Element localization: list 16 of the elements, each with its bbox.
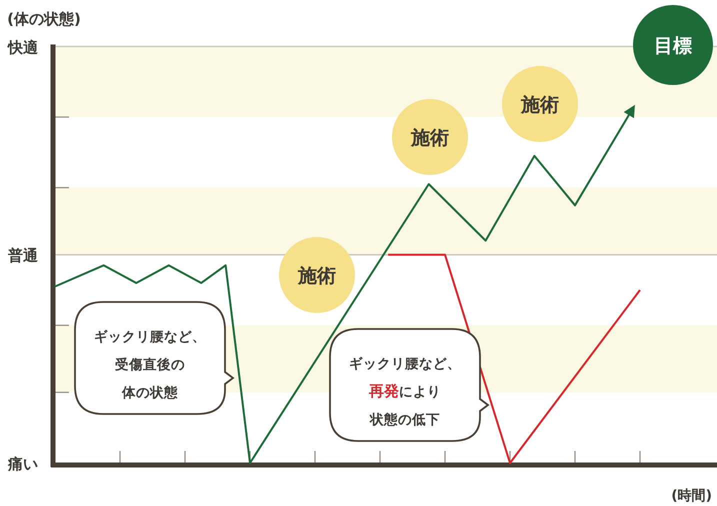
annotation: ギックリ腰など、受傷直後の体の状態 bbox=[94, 329, 206, 401]
annotation: 施術 bbox=[520, 94, 559, 116]
goal: 目標 bbox=[633, 5, 713, 85]
circle: 施術 bbox=[502, 66, 578, 142]
x-axis-title: (時間) bbox=[671, 488, 712, 504]
annotation: ギックリ腰など、再発により状態の低下 bbox=[349, 356, 461, 428]
ref-line-label: 普通 bbox=[7, 246, 39, 265]
text: 痛い bbox=[7, 455, 38, 473]
circle: 施術 bbox=[392, 99, 468, 175]
annotation: 施術 bbox=[297, 265, 336, 287]
annotation: 施術 bbox=[410, 127, 449, 149]
ref-line-label: 快適 bbox=[7, 38, 39, 56]
bubble: ギックリ腰など、再発により状態の低下 bbox=[329, 328, 489, 442]
text: (体の状態) bbox=[7, 10, 81, 28]
bubble: ギックリ腰など、受傷直後の体の状態 bbox=[74, 301, 234, 415]
circle: 施術 bbox=[279, 237, 355, 313]
